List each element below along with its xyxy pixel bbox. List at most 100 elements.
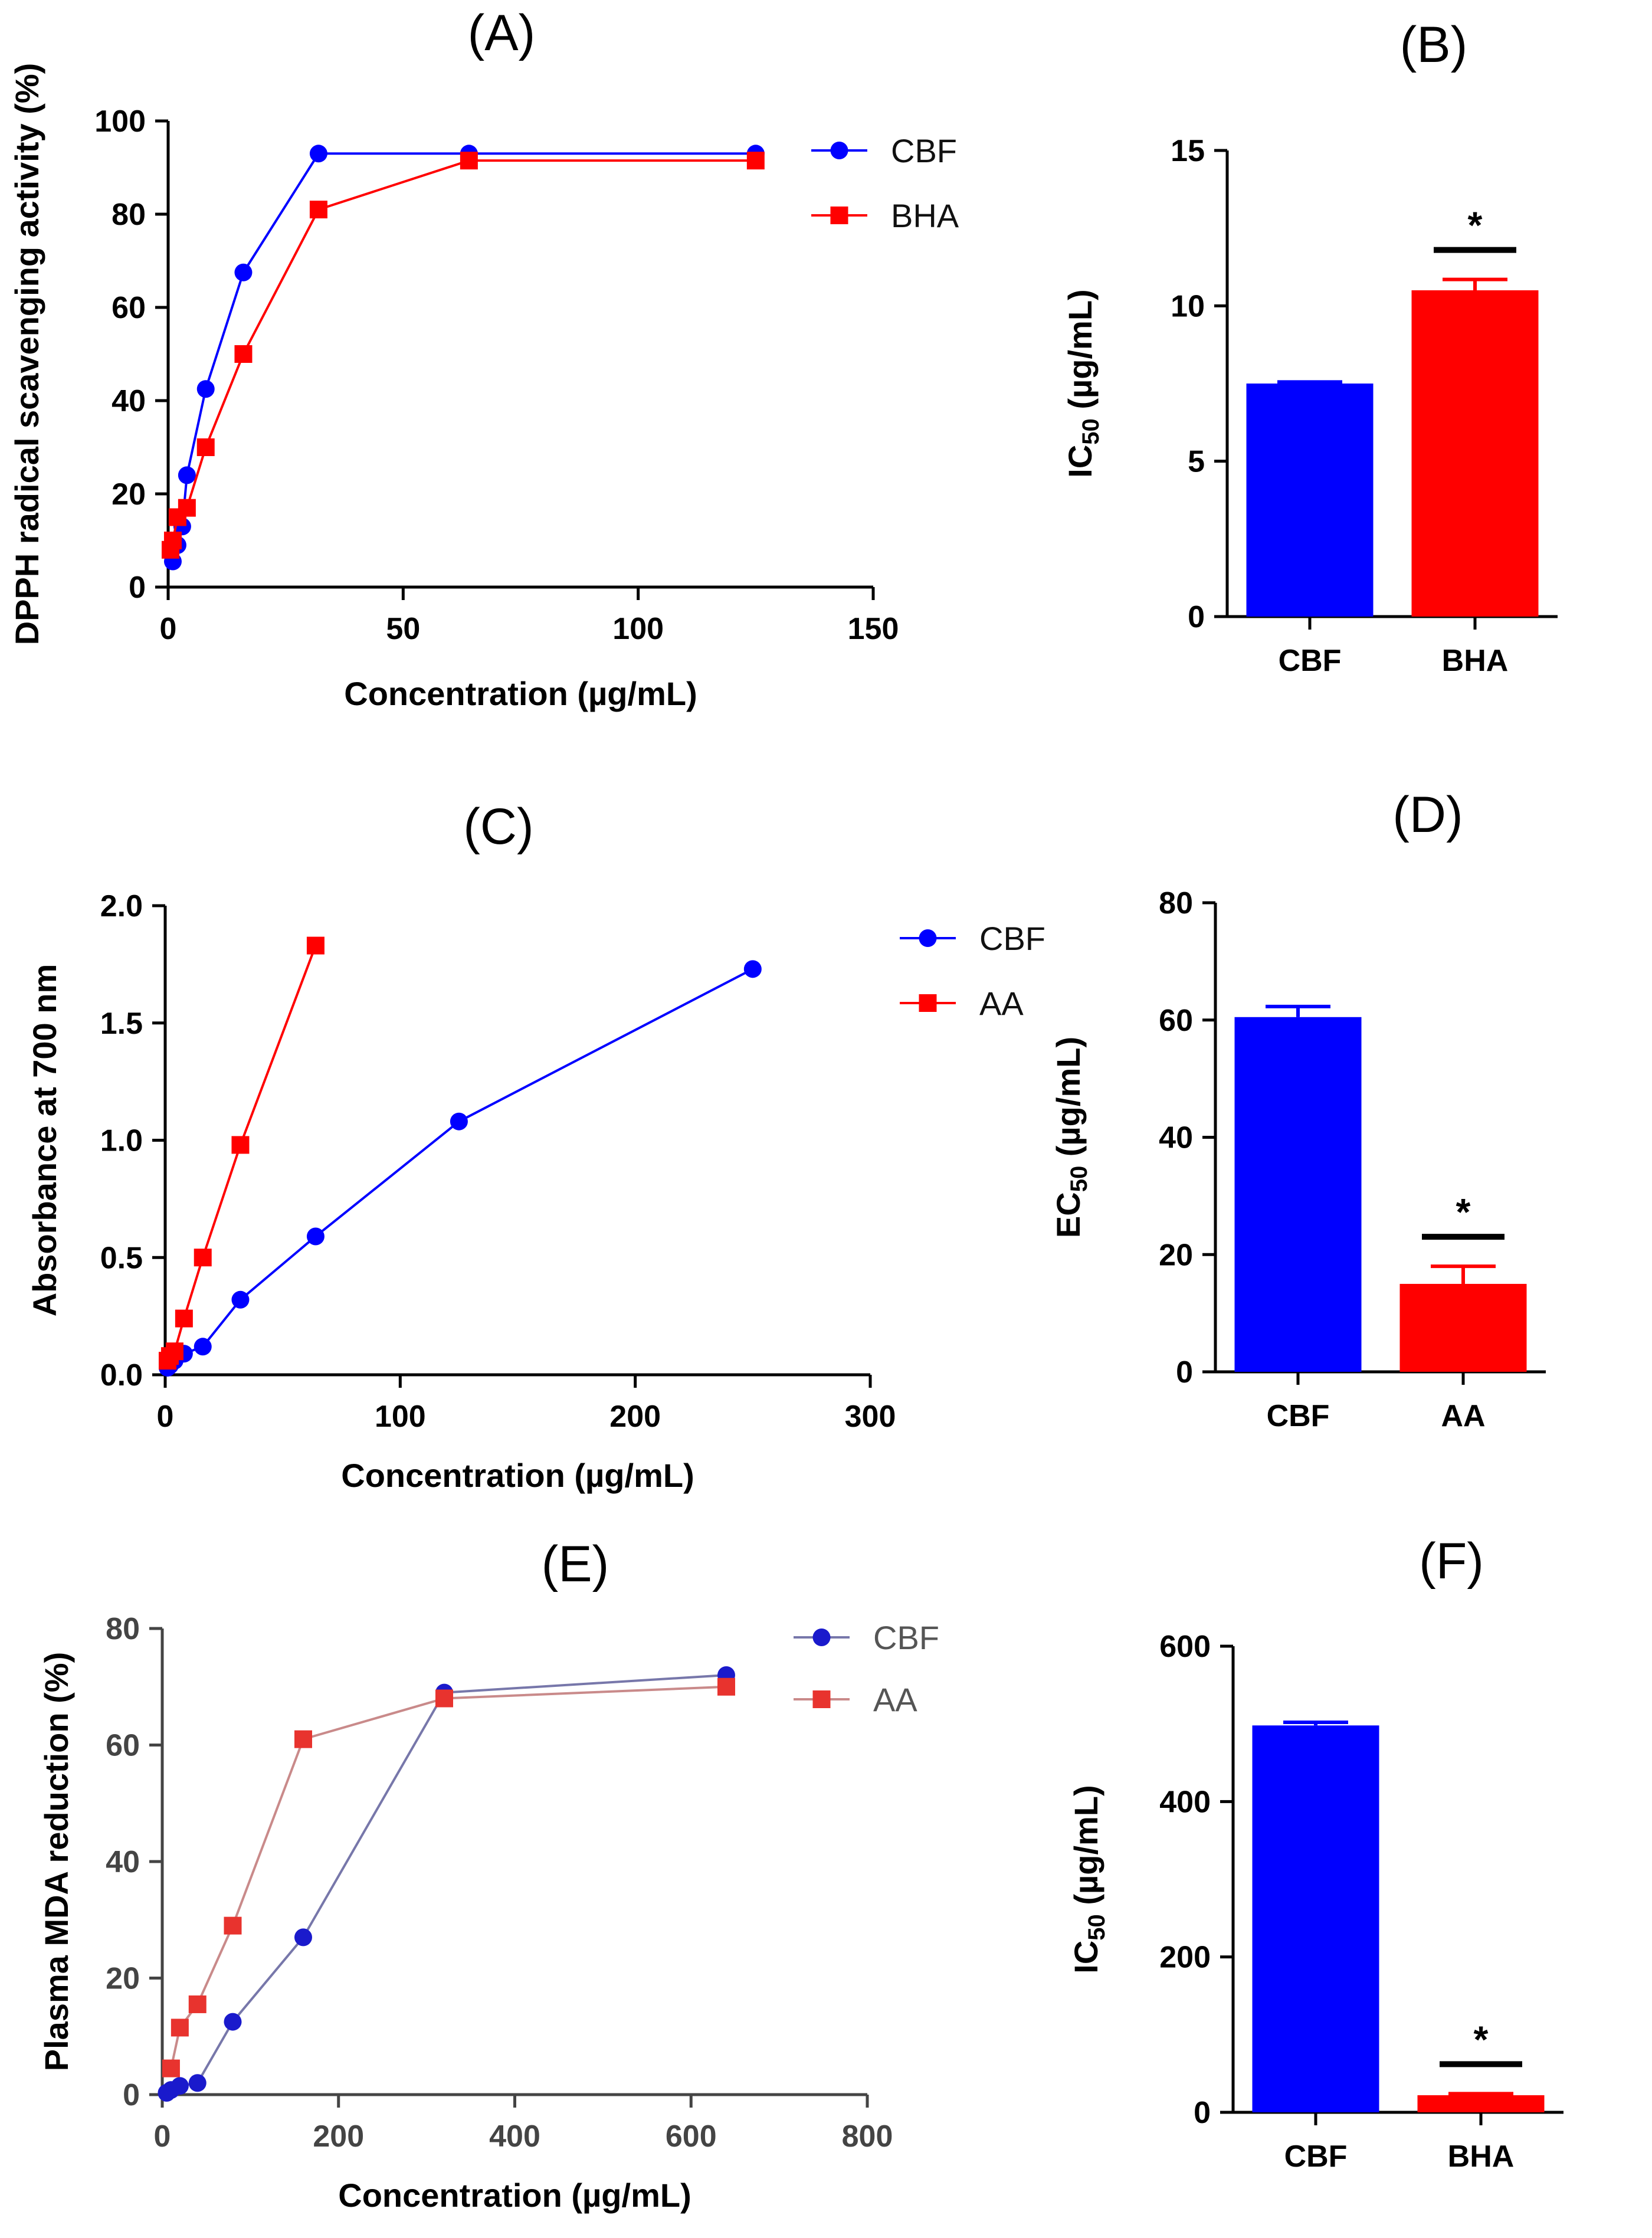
panel-c: (C) 0.0 0.5 1.0 1.5 2.0 0 100 200 300 Concentratio… xyxy=(26,798,1045,1494)
legend-label: BHA xyxy=(891,197,959,234)
y-axis-label-unit: (µg/mL) xyxy=(1067,1785,1104,1914)
panel-title: (D) xyxy=(1392,787,1463,843)
y-tick-label: 80 xyxy=(106,1612,140,1646)
x-tick-label: 150 xyxy=(848,612,899,646)
data-point xyxy=(194,1249,212,1267)
y-axis-label: IC50 (µg/mL) xyxy=(1067,1785,1110,1973)
y-axis-label: DPPH radical scavenging activity (%) xyxy=(8,63,45,645)
y-tick-label: 20 xyxy=(112,477,146,512)
series-aa xyxy=(158,936,324,1370)
legend-label: AA xyxy=(979,985,1024,1022)
legend-item-cbf: CBF xyxy=(794,1619,939,1656)
x-tick-label: 50 xyxy=(386,612,420,646)
data-point xyxy=(234,345,253,363)
data-point xyxy=(309,201,327,219)
data-point xyxy=(224,2013,242,2031)
data-point xyxy=(178,466,196,484)
y-tick-label: 5 xyxy=(1188,445,1205,479)
legend-marker xyxy=(830,207,848,224)
legend-label: CBF xyxy=(891,132,957,169)
y-axis-label-main: IC xyxy=(1067,1941,1104,1974)
data-point xyxy=(175,1309,193,1328)
legend-label: AA xyxy=(873,1681,917,1718)
y-axis-label-subscript: 50 xyxy=(1084,1914,1110,1941)
significance-marker: * xyxy=(1456,1191,1471,1233)
bar-bha xyxy=(1417,2095,1545,2112)
panel-title: (E) xyxy=(542,1536,609,1593)
y-tick-label: 60 xyxy=(106,1729,140,1763)
x-tick-label: 100 xyxy=(375,1400,426,1434)
bar-cbf xyxy=(1252,1725,1379,2112)
data-point xyxy=(234,263,253,281)
data-point xyxy=(450,1112,468,1131)
series-line xyxy=(166,1674,727,2094)
x-tick-label: 0 xyxy=(160,612,177,646)
legend-marker xyxy=(919,994,937,1012)
legend-marker xyxy=(812,1690,831,1708)
y-axis-label-subscript: 50 xyxy=(1066,1166,1092,1192)
series-cbf xyxy=(158,960,762,1377)
data-point xyxy=(196,380,215,398)
y-axis-label-main: IC xyxy=(1061,445,1099,478)
y-axis-label: Absorbance at 700 nm xyxy=(26,964,63,1317)
x-axis-label: Concentration (µg/mL) xyxy=(344,675,697,712)
data-point xyxy=(178,499,196,517)
y-axis-label-unit: (µg/mL) xyxy=(1061,289,1099,418)
panel-title: (A) xyxy=(468,5,536,61)
y-axis-label: EC50 (µg/mL) xyxy=(1050,1037,1092,1238)
x-tick-label: 200 xyxy=(313,2119,364,2154)
series-line xyxy=(172,152,756,562)
y-tick-label: 200 xyxy=(1159,1941,1211,1975)
legend-label: CBF xyxy=(979,920,1045,957)
x-tick-label: 600 xyxy=(666,2119,717,2154)
legend-item-aa: AA xyxy=(900,985,1024,1022)
y-tick-label: 0.0 xyxy=(100,1358,143,1392)
y-tick-label: 0 xyxy=(1176,1355,1193,1390)
data-point xyxy=(231,1290,250,1309)
data-point xyxy=(162,2059,180,2078)
y-tick-label: 1.0 xyxy=(100,1124,143,1158)
y-tick-label: 400 xyxy=(1159,1785,1211,1819)
x-axis-label: Concentration (µg/mL) xyxy=(341,1457,694,1494)
data-point xyxy=(194,1338,212,1356)
y-tick-label: 100 xyxy=(94,104,146,139)
x-tick-label: AA xyxy=(1441,1399,1485,1433)
x-tick-label: 400 xyxy=(489,2119,540,2154)
bar-aa xyxy=(1399,1283,1527,1372)
data-point xyxy=(460,152,478,170)
panel-f: (F) 0 200 400 600 IC50 (µg/mL) CBF BHA * xyxy=(1067,1533,1564,2174)
data-point xyxy=(435,1689,453,1708)
data-point xyxy=(231,1136,250,1154)
series-aa xyxy=(162,1677,735,2078)
panel-b: (B) 0 5 10 15 IC50 (µg/mL) CBF BHA * xyxy=(1061,17,1558,678)
legend-label: CBF xyxy=(873,1619,939,1656)
y-tick-label: 0 xyxy=(1188,600,1205,634)
panel-title: (C) xyxy=(463,798,533,855)
data-point xyxy=(306,936,324,955)
significance-marker: * xyxy=(1468,204,1483,247)
series-line xyxy=(166,968,753,1369)
data-point xyxy=(294,1730,312,1748)
y-axis-label: Plasma MDA reduction (%) xyxy=(38,1652,75,2071)
x-tick-label: BHA xyxy=(1442,644,1509,678)
y-tick-label: 40 xyxy=(1159,1121,1193,1155)
data-point xyxy=(196,438,215,456)
x-tick-label: 0 xyxy=(157,1400,174,1434)
y-tick-label: 20 xyxy=(1159,1238,1193,1272)
data-point xyxy=(743,960,762,978)
data-point xyxy=(171,2019,189,2037)
legend-marker xyxy=(830,142,848,159)
y-tick-label: 10 xyxy=(1171,289,1205,323)
legend-item-cbf: CBF xyxy=(900,920,1045,957)
y-tick-label: 600 xyxy=(1159,1630,1211,1664)
bar-cbf xyxy=(1246,384,1374,617)
y-tick-label: 60 xyxy=(112,291,146,325)
y-tick-label: 40 xyxy=(112,384,146,418)
x-tick-label: CBF xyxy=(1267,1399,1330,1433)
legend-marker xyxy=(812,1628,831,1646)
series-cbf xyxy=(163,145,765,571)
legend-item-bha: BHA xyxy=(811,197,959,234)
panel-d: (D) 0 20 40 60 80 EC50 (µg/mL) CBF AA * xyxy=(1050,787,1546,1433)
